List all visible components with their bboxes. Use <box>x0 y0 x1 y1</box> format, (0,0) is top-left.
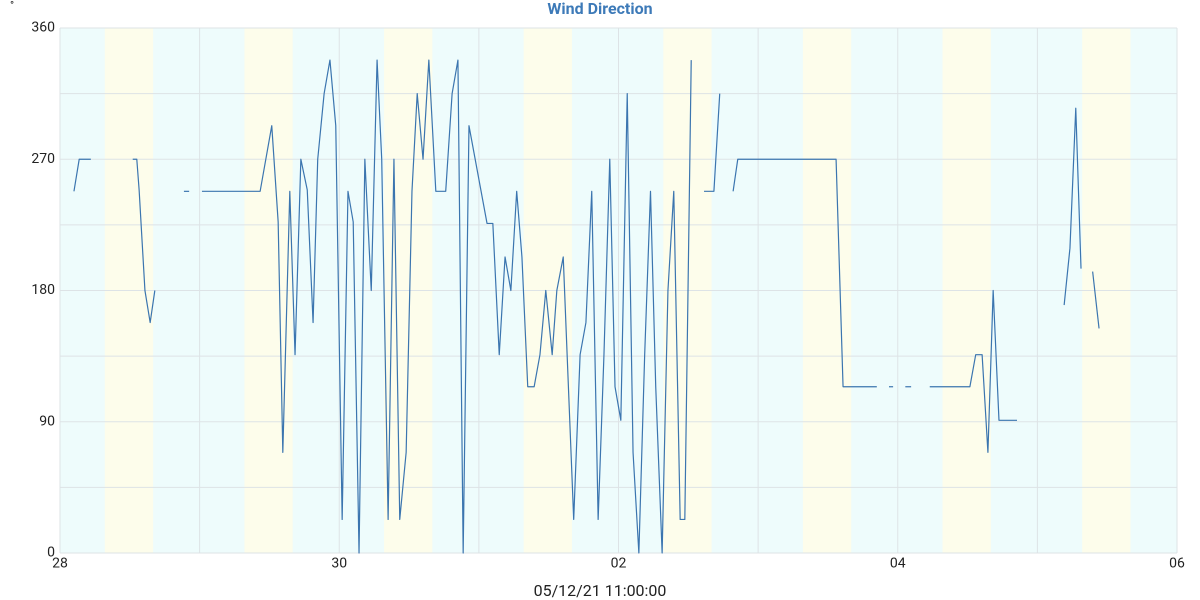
y-tick-label: 180 <box>31 282 55 298</box>
y-tick-label: 270 <box>31 151 55 167</box>
y-tick-label: 360 <box>31 20 55 36</box>
y-tick-label: 90 <box>39 413 55 429</box>
x-tick-label: 06 <box>1169 556 1185 572</box>
x-tick-label: 30 <box>331 556 347 572</box>
data-line <box>704 93 721 192</box>
data-line <box>732 158 877 388</box>
data-line <box>929 289 1018 453</box>
plot-area <box>59 27 1178 554</box>
x-tick-label: 04 <box>890 556 906 572</box>
y-axis-label: ° <box>10 0 14 12</box>
x-tick-label: 02 <box>611 556 627 572</box>
data-line <box>132 158 156 324</box>
data-line <box>201 59 692 554</box>
y-tick-label: 0 <box>47 545 55 561</box>
data-line <box>1063 107 1082 306</box>
chart-title: Wind Direction <box>547 0 652 18</box>
data-line <box>1092 271 1100 329</box>
x-tick-label: 28 <box>52 556 68 572</box>
data-line <box>73 158 91 192</box>
x-axis-label: 05/12/21 11:00:00 <box>534 581 667 600</box>
